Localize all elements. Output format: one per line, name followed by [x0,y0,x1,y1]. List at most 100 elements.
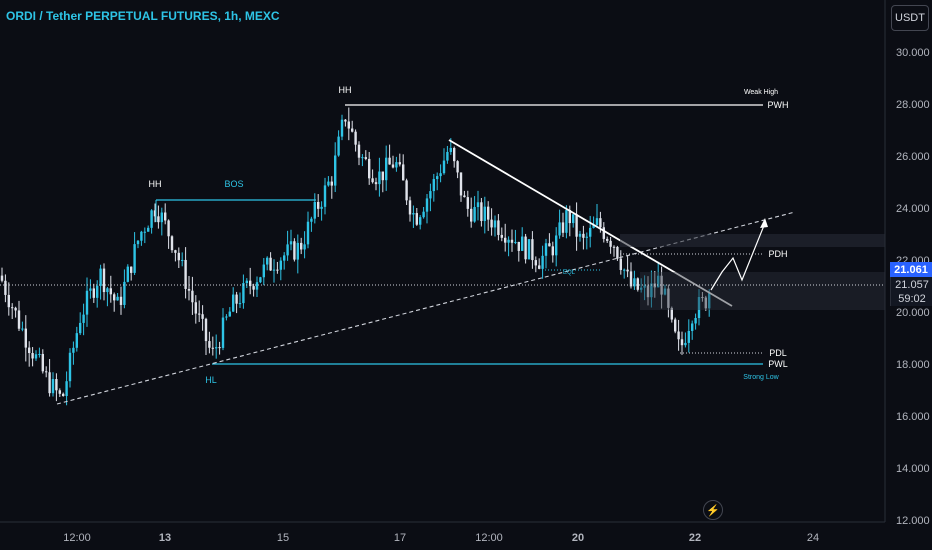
candle-body [279,260,282,270]
candle-body [170,236,174,251]
x-tick-label: 13 [159,532,171,544]
candle-body [565,210,568,233]
candle-body [415,213,418,225]
candle-body [7,294,10,308]
currency-button[interactable]: USDT [891,5,929,31]
candle-body [361,157,364,159]
candle-body [283,255,286,261]
candle-body [548,243,551,247]
candle-body [160,212,163,223]
candle-body [412,213,415,215]
candle-body [524,236,527,260]
pwl-label: PWL [768,359,788,369]
candle-body [626,269,629,272]
candle-body [293,241,296,260]
y-tick-label: 16.000 [896,411,930,423]
candle-body [194,302,197,314]
candle-body [493,220,497,228]
candle-body [466,197,469,209]
projection-arrowhead [760,218,768,228]
candle-body [167,220,170,237]
candle-body [446,151,449,161]
candle-body [541,255,544,269]
candle-body [595,218,599,225]
candle-body [480,202,483,222]
candle-body [232,294,235,312]
candle-body [507,239,510,243]
candle-body [306,221,310,245]
supply-zone [620,234,885,247]
candle-body [99,268,102,286]
y-tick-label: 20.000 [896,307,930,319]
chart-drawings [0,104,890,405]
weak-high-label: Weak High [744,89,778,96]
lightning-icon[interactable]: ⚡ [703,500,723,520]
candle-body [21,328,24,330]
candle-body [58,390,61,394]
candle-body [527,239,531,260]
candle-body [558,222,561,236]
pwh-label: PWH [768,100,789,110]
candle-body [500,234,503,238]
hl-label: HL [205,375,217,385]
candle-body [245,280,248,284]
y-tick-label: 24.000 [896,203,930,215]
candle-body [514,241,517,243]
candle-body [602,227,605,239]
candle-body [439,173,442,177]
candle-body [687,330,690,343]
candle-body [395,162,398,168]
eql-label: EQL [563,270,576,276]
candle-body [476,202,480,208]
candle-body [497,220,500,235]
candle-body [544,243,548,256]
candle-body [255,282,259,290]
candle-body [456,161,459,173]
candle-body [599,218,602,228]
candle-body [354,131,357,145]
x-tick-label: 12:00 [475,532,503,544]
candle-body [521,236,524,251]
x-tick-label: 12:00 [63,532,91,544]
candle-body [198,313,201,315]
candle-body [72,347,75,353]
last-price-tag: 21.061 [890,262,932,277]
candle-body [436,176,439,180]
candle-body [249,280,252,287]
candle-body [408,200,412,215]
candle-body [680,339,684,346]
candle-body [582,233,585,238]
candle-body [85,290,89,315]
candle-body [24,328,27,348]
candle-body [531,239,534,261]
y-tick-label: 26.000 [896,151,930,163]
candle-body [398,162,401,165]
mark-price-tag: 21.057 [890,277,932,292]
candle-body [320,206,323,209]
candle-body [555,235,558,256]
candle-body [89,288,92,291]
candle-body [422,211,425,218]
candle-body [102,268,106,293]
x-tick-label: 20 [572,532,584,544]
candle-body [684,342,687,346]
candle-body [262,264,265,278]
descending-trendline [448,139,733,307]
candle-body [65,381,68,397]
candle-body [670,307,673,320]
candle-body [225,316,228,318]
candle-body [92,288,95,298]
candle-body [4,280,7,295]
candle-body [62,393,65,397]
candle-body [385,157,388,181]
candle-body [211,347,214,349]
hh-label-peak: HH [339,85,352,95]
candle-body [177,252,180,261]
chart-labels: HH HH BOS HL Weak High Strong Low PWH PDH PDLPWL… [149,85,789,385]
projection-path [710,222,766,291]
candle-body [371,178,374,183]
candle-body [347,121,350,129]
candle-body [51,379,55,394]
candle-body [330,181,333,186]
